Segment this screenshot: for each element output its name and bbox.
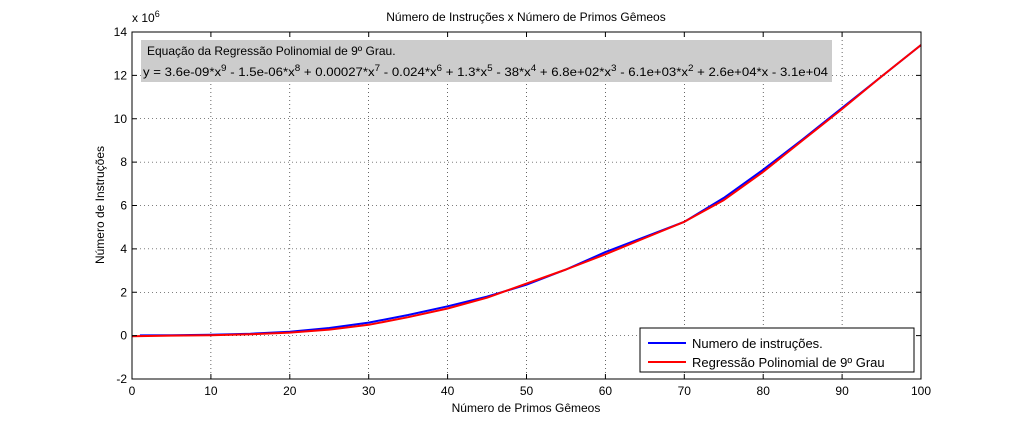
y-exponent-label: x 106 [132, 9, 160, 25]
equation-term: - 0.024*x [380, 65, 436, 79]
y-exponent-power: 6 [155, 9, 160, 19]
equation-exponent: 5 [487, 63, 493, 73]
equation-exponent: 4 [531, 63, 537, 73]
equation-line-1: Equação da Regressão Polinomial de 9º Gr… [147, 44, 396, 58]
x-tick-label: 90 [835, 384, 849, 398]
x-tick-label: 50 [520, 384, 534, 398]
equation-exponent: 3 [611, 63, 617, 73]
equation-exponent: 6 [437, 63, 443, 73]
y-tick-label: 12 [114, 68, 128, 82]
x-axis-label: Número de Primos Gêmeos [452, 401, 601, 415]
equation-term: + 2.6e+04*x - 3.1e+04 [694, 65, 829, 79]
equation-term: + 0.00027*x [300, 65, 374, 79]
x-tick-label: 100 [911, 384, 931, 398]
x-tick-label: 70 [678, 384, 692, 398]
y-tick-label: 4 [120, 242, 127, 256]
legend-label-regressao: Regressão Polinomial de 9º Grau [692, 355, 885, 370]
series-layer [131, 44, 922, 338]
equation-box [141, 40, 832, 82]
equation-exponent: 8 [295, 63, 301, 73]
equation-term: - 38*x [493, 65, 531, 79]
x-tick-label: 30 [362, 384, 376, 398]
plot-background [132, 32, 921, 379]
legend-box [639, 327, 915, 373]
equation-term: - 6.1e+03*x [617, 65, 688, 79]
x-tick-label: 40 [441, 384, 455, 398]
y-tick-label: 2 [120, 285, 127, 299]
equation-term: + 6.8e+02*x [536, 65, 611, 79]
equation-annotation: Equação da Regressão Polinomial de 9º Gr… [141, 40, 832, 82]
equation-exponent: 7 [375, 63, 381, 73]
y-axis-label: Número de Instruções [93, 146, 107, 264]
y-tick-label: 10 [114, 112, 128, 126]
x-tick-label: 0 [129, 384, 136, 398]
x-tick-label: 80 [757, 384, 771, 398]
equation-term: + 1.3*x [442, 65, 487, 79]
y-tick-label: 0 [120, 329, 127, 343]
x-tick-label: 10 [204, 384, 218, 398]
series-line-regressao [131, 44, 922, 338]
equation-term: - 1.5e-06*x [227, 65, 295, 79]
equation-term: y = 3.6e-09*x [143, 65, 221, 79]
y-tick-label: 6 [120, 199, 127, 213]
y-tick-label: -2 [116, 372, 127, 386]
equation-line-2: y = 3.6e-09*x 9 - 1.5e-06*x 8 + 0.00027*x 7… [143, 63, 828, 79]
x-tick-label: 20 [283, 384, 297, 398]
legend: Numero de instruções. Regressão Polinomi… [639, 327, 915, 373]
y-tick-label: 14 [114, 25, 128, 39]
chart-title: Número de Instruções x Número de Primos … [386, 10, 665, 24]
equation-exponent: 9 [221, 63, 227, 73]
x-tick-label: 60 [599, 384, 613, 398]
equation-exponent: 2 [688, 63, 694, 73]
y-tick-label: 8 [120, 155, 127, 169]
legend-label-instrucoes: Numero de instruções. [692, 336, 823, 351]
